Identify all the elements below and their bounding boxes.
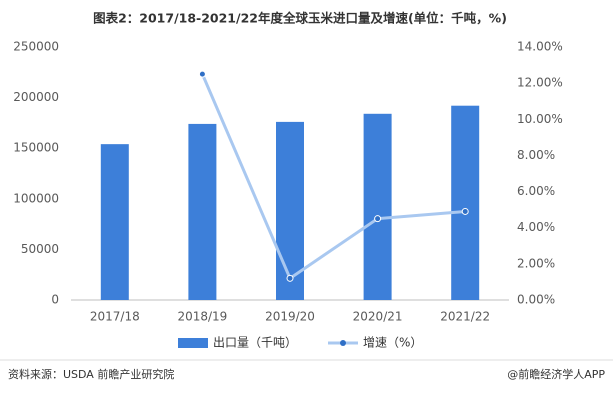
y2-tick-label: 0.00%	[517, 293, 555, 307]
x-tick-label: 2018/19	[177, 310, 227, 324]
y-tick-label: 250000	[13, 40, 59, 54]
legend-label: 增速（%）	[363, 336, 422, 350]
y-tick-label: 150000	[13, 141, 59, 155]
legend-marker	[340, 340, 346, 346]
y2-tick-label: 12.00%	[517, 76, 563, 90]
chart-title: 图表2：2017/18-2021/22年度全球玉米进口量及增速(单位：千吨，%)	[93, 11, 507, 26]
y2-tick-label: 2.00%	[517, 256, 555, 270]
bar	[100, 144, 129, 300]
x-tick-label: 2021/22	[440, 310, 490, 324]
bar	[363, 113, 392, 301]
bar	[188, 123, 217, 300]
legend-label: 出口量（千吨）	[213, 336, 297, 350]
y2-tick-label: 6.00%	[517, 184, 555, 198]
y-tick-label: 0	[51, 293, 59, 307]
line-marker	[374, 215, 382, 223]
bar	[451, 105, 480, 300]
y-tick-label: 50000	[21, 242, 59, 256]
line-marker	[198, 70, 206, 78]
legend-swatch	[178, 338, 208, 348]
y-tick-label: 200000	[13, 90, 59, 104]
y2-tick-label: 10.00%	[517, 112, 563, 126]
y2-tick-label: 8.00%	[517, 148, 555, 162]
line-marker	[286, 274, 294, 282]
y2-tick-label: 4.00%	[517, 220, 555, 234]
credit: @前瞻经济学人APP	[507, 367, 605, 381]
y2-tick-label: 14.00%	[517, 40, 563, 54]
y-tick-label: 100000	[13, 191, 59, 205]
source: 资料来源：USDA 前瞻产业研究院	[8, 367, 174, 381]
x-tick-label: 2020/21	[353, 310, 403, 324]
line	[201, 73, 466, 281]
x-tick-label: 2017/18	[90, 310, 140, 324]
x-tick-label: 2019/20	[265, 310, 315, 324]
line-marker	[461, 207, 469, 215]
